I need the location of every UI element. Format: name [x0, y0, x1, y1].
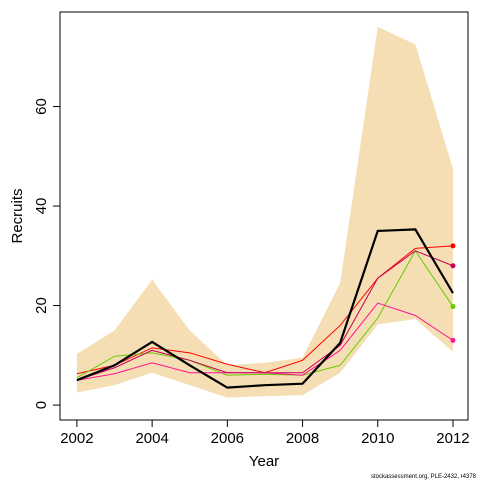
confidence-band	[76, 26, 453, 398]
y-tick-label: 0	[33, 401, 50, 409]
end-marker	[450, 243, 456, 249]
x-axis-label: Year	[249, 453, 279, 470]
series-line	[76, 249, 454, 379]
x-tick-label: 2006	[211, 430, 244, 447]
end-marker	[450, 263, 456, 269]
y-axis-label: Recruits	[9, 188, 26, 243]
x-tick-label: 2002	[60, 430, 93, 447]
x-tick-label: 2008	[286, 430, 319, 447]
x-tick-label: 2012	[436, 430, 469, 447]
x-tick-label: 2004	[135, 430, 168, 447]
y-tick-label: 40	[33, 198, 50, 215]
footnote: stockassessment.org, PLE-2432, r4378	[371, 474, 477, 480]
y-tick-label: 60	[33, 98, 50, 115]
end-marker	[450, 304, 456, 310]
y-tick-label: 20	[33, 297, 50, 314]
series-line	[76, 228, 454, 389]
x-tick-label: 2010	[361, 430, 394, 447]
end-marker	[450, 337, 456, 343]
plot-frame	[59, 11, 469, 421]
series-line	[76, 250, 454, 381]
